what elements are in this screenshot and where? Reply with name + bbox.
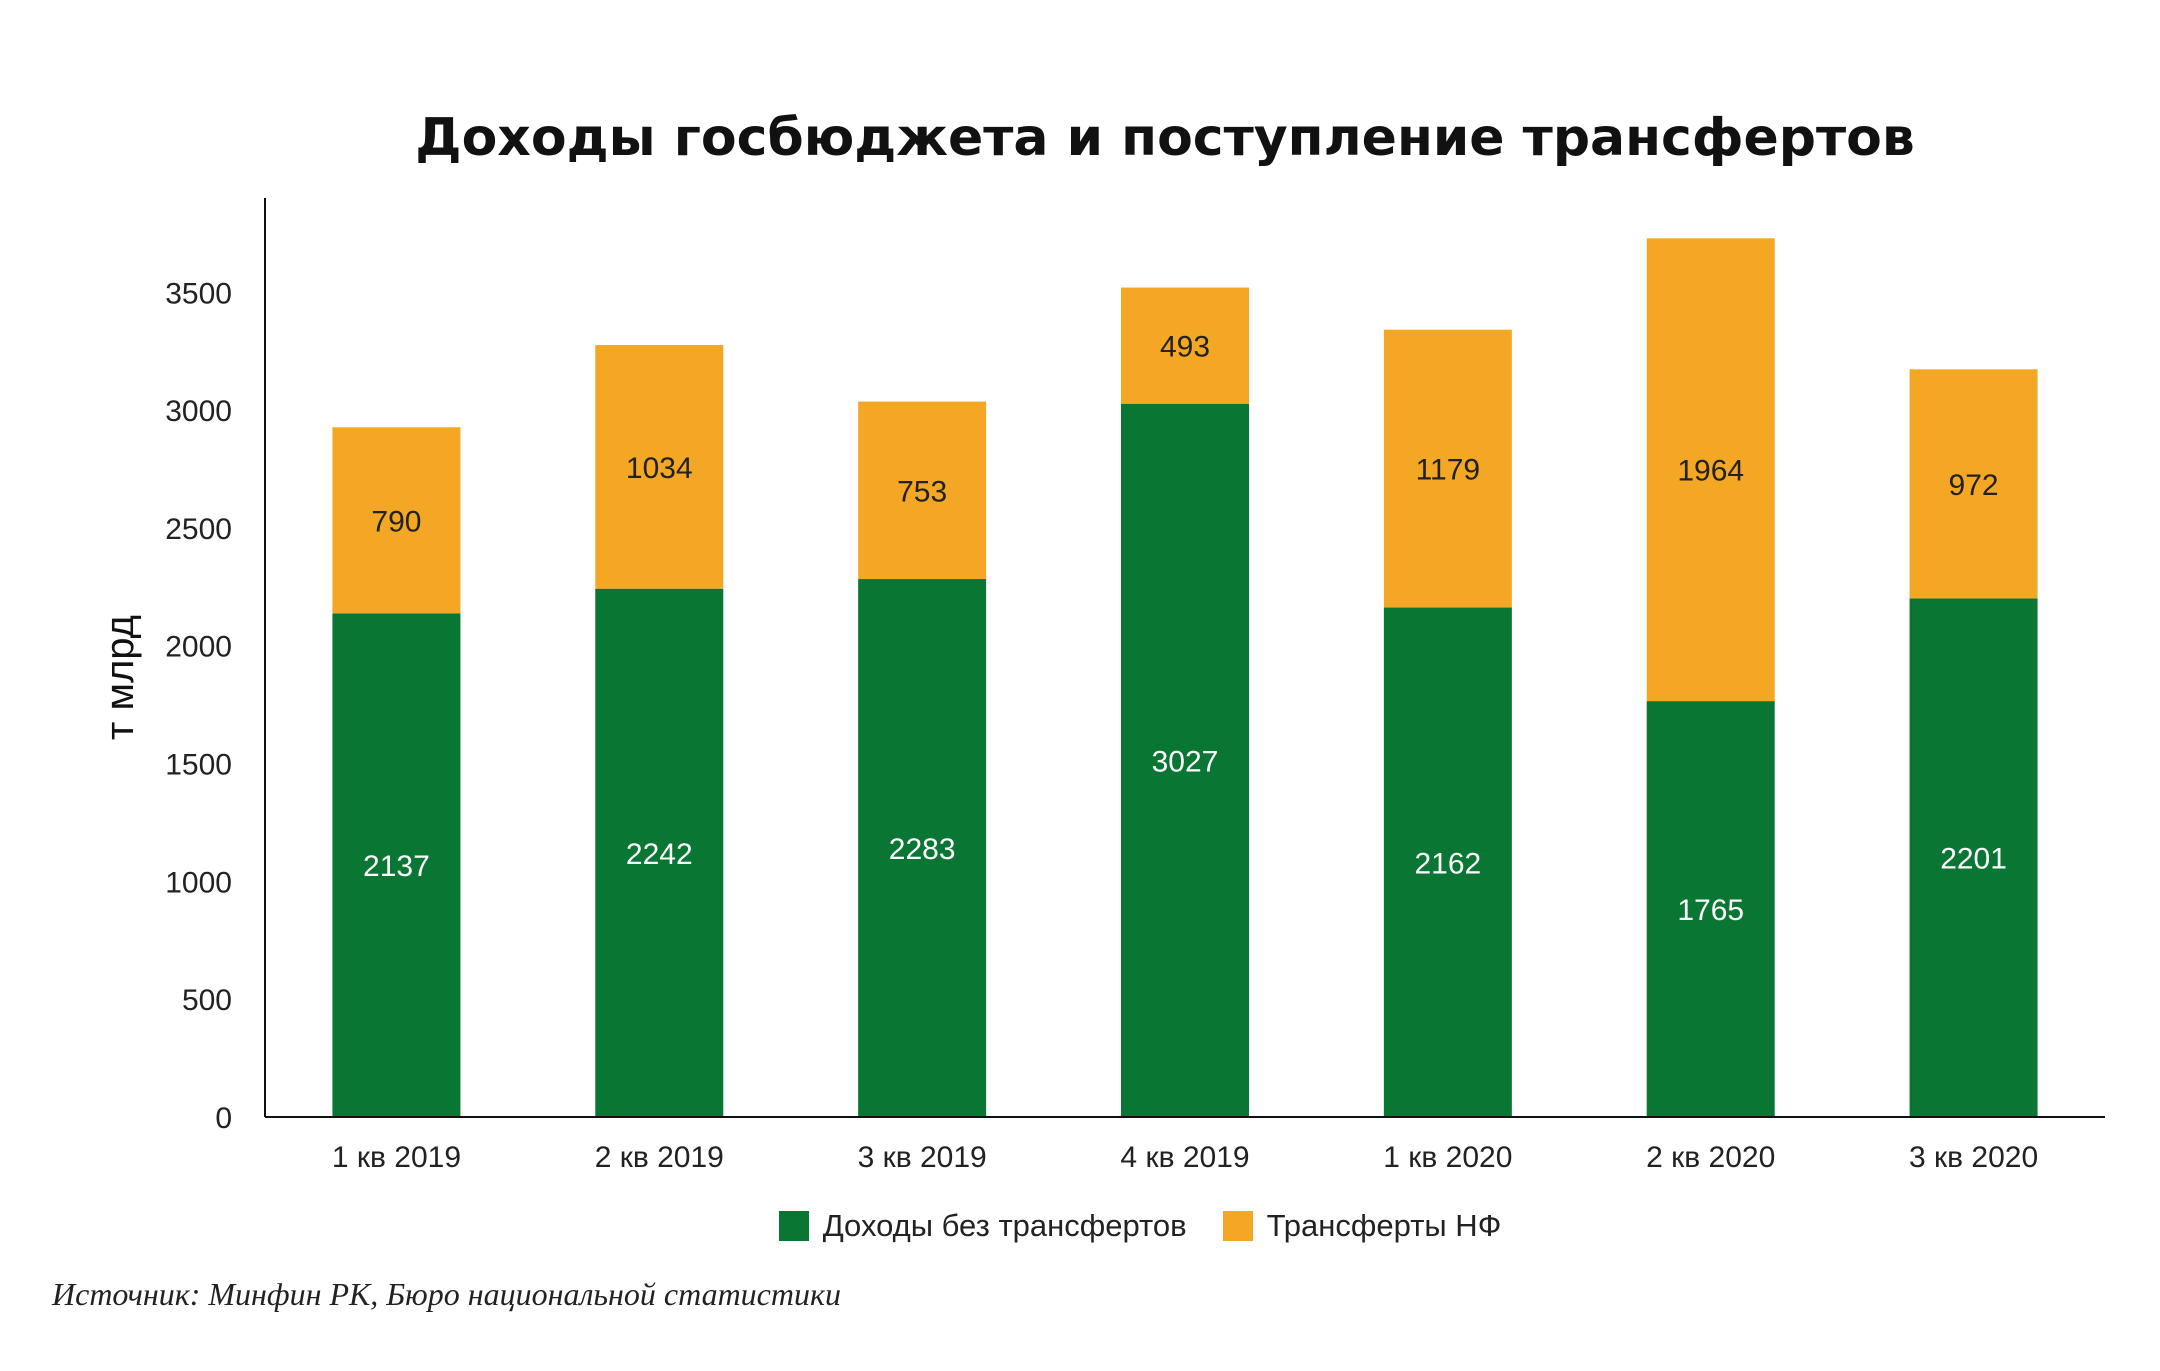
y-tick-label: 2500 — [165, 513, 232, 546]
data-label-income: 1765 — [1677, 894, 1744, 927]
x-tick-label: 3 кв 2019 — [858, 1141, 987, 1174]
data-label-income: 2242 — [626, 838, 693, 871]
bar-income — [1121, 403, 1249, 1118]
y-tick-label: 1000 — [165, 866, 232, 899]
bar-transfers — [1646, 238, 1775, 702]
source-note: Источник: Минфин РК, Бюро национальной с… — [52, 1276, 841, 1312]
legend: Доходы без трансфертов Трансферты НФ — [0, 1208, 2160, 1244]
chart-title: Доходы госбюджета и поступление трансфер… — [415, 108, 1915, 168]
data-label-transfers: 790 — [371, 505, 421, 538]
legend-label-income: Доходы без трансфертов — [822, 1208, 1187, 1243]
y-tick-label: 3000 — [165, 395, 232, 428]
data-label-transfers: 1179 — [1416, 454, 1481, 487]
bar-income — [858, 579, 987, 1117]
bar-income — [595, 588, 724, 1117]
y-tick-label: 2000 — [165, 631, 232, 664]
bar-transfers — [858, 401, 987, 580]
data-label-income: 2283 — [889, 833, 956, 866]
data-label-transfers: 972 — [1949, 469, 1999, 502]
bar-income — [1909, 598, 2038, 1117]
x-tick-label: 1 кв 2020 — [1383, 1141, 1512, 1174]
y-tick-label: 1500 — [165, 749, 232, 782]
x-tick-label: 4 кв 2019 — [1120, 1141, 1249, 1174]
data-label-transfers: 1964 — [1677, 455, 1744, 488]
legend-item-income[interactable]: Доходы без трансфертов — [778, 1208, 1187, 1244]
bar-income — [1383, 607, 1512, 1117]
data-label-transfers: 493 — [1160, 331, 1210, 364]
data-label-transfers: 753 — [897, 475, 947, 508]
y-tick-label: 3500 — [165, 277, 232, 310]
bar-transfers — [1383, 329, 1512, 608]
legend-swatch-income — [778, 1211, 809, 1241]
legend-label-transfers: Трансферты НФ — [1266, 1208, 1502, 1243]
y-axis-label: т млрд — [98, 615, 142, 740]
stacked-bar-chart: 0 500 1000 1500 2000 2500 3000 3500 т млрд 2137 79… — [98, 198, 2105, 1174]
data-label-income: 2162 — [1414, 847, 1481, 880]
bar-income — [1646, 701, 1775, 1117]
x-tick-label: 3 кв 2020 — [1909, 1141, 2038, 1174]
x-tick-label: 2 кв 2019 — [595, 1141, 724, 1174]
x-tick-label: 1 кв 2019 — [332, 1141, 461, 1174]
bar-transfers — [595, 345, 724, 589]
legend-item-transfers[interactable]: Трансферты НФ — [1222, 1208, 1502, 1244]
bar-transfers — [332, 427, 461, 614]
data-label-income: 3027 — [1152, 745, 1219, 778]
y-tick-label: 500 — [182, 984, 232, 1017]
y-tick-label: 0 — [215, 1102, 232, 1135]
bar-income — [332, 613, 461, 1117]
data-label-transfers: 1034 — [626, 452, 693, 485]
data-label-income: 2201 — [1940, 843, 2007, 876]
legend-swatch-transfers — [1222, 1211, 1253, 1241]
x-tick-label: 2 кв 2020 — [1646, 1141, 1775, 1174]
bar-transfers — [1909, 369, 2038, 599]
bar-transfers — [1121, 287, 1249, 404]
data-label-income: 2137 — [363, 850, 430, 883]
